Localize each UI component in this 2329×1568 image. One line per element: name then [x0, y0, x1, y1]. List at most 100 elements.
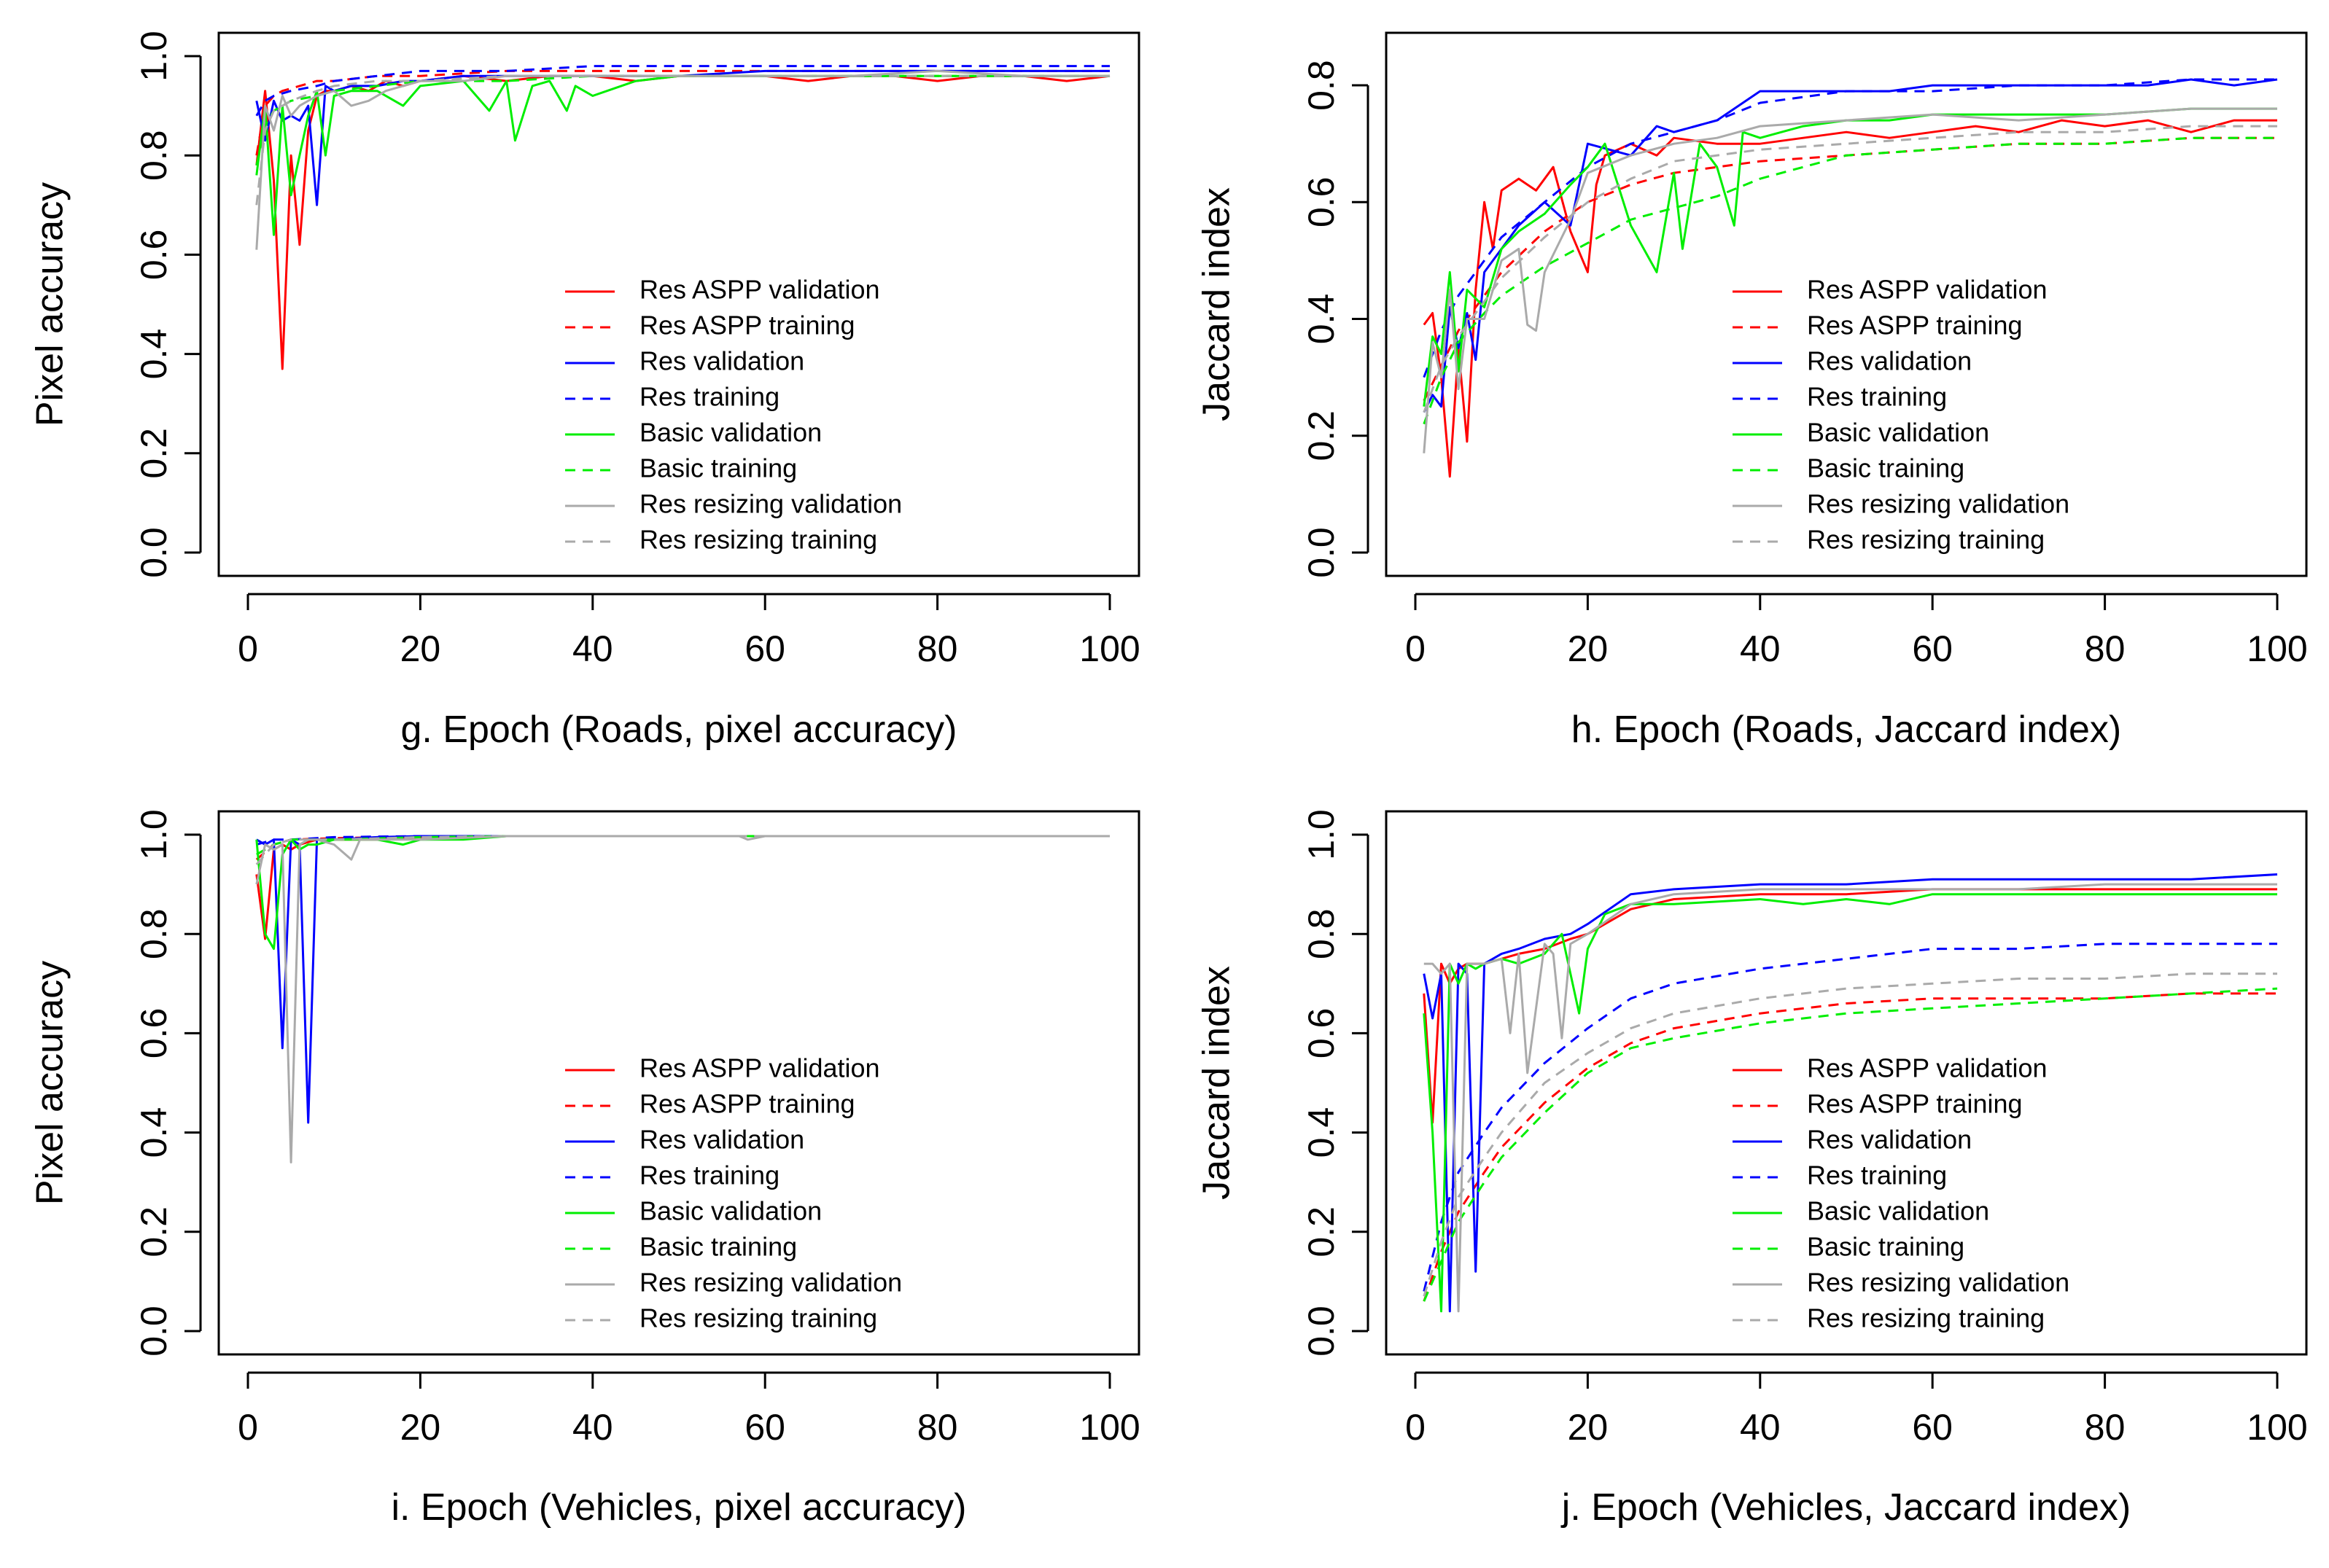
legend-entry-j: Res validation [1807, 1125, 1972, 1155]
legend-entry-g: Res resizing validation [639, 489, 902, 519]
x-tick-label-h: 100 [2247, 628, 2307, 669]
series-line-h-2 [1423, 78, 2278, 413]
legend-entry-h: Res ASPP validation [1807, 275, 2048, 305]
series-line-i-5 [256, 835, 1110, 856]
legend-entry-h: Res resizing training [1807, 525, 2045, 555]
plot-frame-j [1385, 810, 2308, 1356]
y-tick-label-j: 0.2 [1301, 1206, 1342, 1257]
series-line-i-4 [255, 835, 1110, 951]
x-tick-label-j: 20 [1568, 1407, 1609, 1448]
x-axis-label-h: h. Epoch (Roads, Jaccard index) [1571, 709, 2121, 751]
x-tick-label-h: 20 [1568, 628, 1609, 669]
y-tick-label-g: 0.6 [133, 230, 174, 281]
legend-entry-h: Res ASPP training [1807, 311, 2023, 340]
plot-frame-g [217, 31, 1140, 577]
series-line-h-7 [1423, 125, 2277, 413]
y-tick-label-g: 0.0 [133, 527, 174, 578]
panel-j: 0 20 40 60 80 100 0.0 0.2 0.4 0.6 0.8 1.0 j. Epoch (… [1196, 809, 2308, 1529]
series-line-g-7 [255, 74, 1110, 206]
y-tick-label-i: 0.2 [133, 1206, 174, 1257]
y-tick-label-j: 1.0 [1301, 809, 1342, 860]
series-line-i-7 [255, 835, 1110, 865]
y-tick-label-j: 0.4 [1301, 1107, 1342, 1158]
x-tick-label-i: 20 [400, 1407, 441, 1448]
legend-entry-h: Res training [1807, 382, 1947, 412]
legend-entry-i: Res resizing training [639, 1303, 877, 1333]
x-tick-label-i: 60 [744, 1407, 785, 1448]
legend-entry-g: Basic training [639, 453, 797, 483]
x-tick-label-i: 80 [917, 1407, 958, 1448]
legend-entry-g: Basic validation [639, 418, 822, 448]
series-line-i-0 [255, 835, 1110, 940]
series-line-j-0 [1423, 888, 2277, 1124]
series-line-j-7 [1423, 972, 2277, 1297]
x-tick-label-j: 80 [2085, 1407, 2126, 1448]
y-tick-label-j: 0.6 [1301, 1008, 1342, 1059]
x-tick-label-i: 0 [238, 1407, 258, 1448]
y-tick-label-g: 0.4 [133, 329, 174, 380]
x-tick-label-h: 0 [1405, 628, 1426, 669]
series-group-h [1423, 78, 2278, 478]
x-tick-label-g: 100 [1079, 628, 1140, 669]
series-line-g-5 [255, 74, 1110, 166]
legend-entry-j: Res ASPP training [1807, 1089, 2023, 1119]
y-tick-label-i: 1.0 [133, 809, 174, 860]
legend-entry-j: Basic validation [1807, 1196, 1989, 1226]
legend-entry-h: Res resizing validation [1807, 489, 2069, 519]
x-tick-label-g: 60 [744, 628, 785, 669]
x-tick-label-g: 40 [572, 628, 613, 669]
y-tick-label-h: 0.0 [1301, 527, 1342, 578]
x-axis-label-j: j. Epoch (Vehicles, Jaccard index) [1560, 1486, 2131, 1529]
legend-entry-i: Res ASPP validation [639, 1053, 880, 1083]
legend-entry-j: Res training [1807, 1161, 1947, 1190]
legend-entry-i: Res training [639, 1161, 779, 1190]
y-tick-label-h: 0.8 [1301, 60, 1342, 111]
y-axis-label-g: Pixel accuracy [29, 182, 71, 426]
y-axis-label-h: Jaccard index [1196, 187, 1238, 421]
series-group-i [255, 835, 1110, 1163]
x-tick-label-h: 40 [1740, 628, 1781, 669]
x-tick-label-g: 0 [238, 628, 258, 669]
y-tick-label-j: 0.8 [1301, 908, 1342, 959]
legend-entry-g: Res validation [639, 346, 804, 376]
legend-entry-h: Basic training [1807, 453, 1964, 483]
legend-entry-j: Res resizing validation [1807, 1268, 2069, 1298]
panel-i: 0 20 40 60 80 100 0.0 0.2 0.4 0.6 0.8 1.0 i. Epoch (… [29, 809, 1140, 1529]
y-tick-label-i: 0.0 [133, 1306, 174, 1357]
x-tick-label-i: 100 [1079, 1407, 1140, 1448]
y-tick-label-g: 1.0 [133, 31, 174, 82]
legend-entry-g: Res resizing training [639, 525, 877, 555]
y-tick-label-i: 0.8 [133, 908, 174, 959]
legend-entry-g: Res training [639, 382, 779, 412]
series-line-j-3 [1423, 943, 2277, 1292]
y-axis-label-j: Jaccard index [1196, 966, 1238, 1200]
series-line-g-3 [255, 65, 1110, 117]
panel-g: 0 20 40 60 80 100 0.0 0.2 0.4 0.6 0.8 1.0 g. Epoch (… [29, 31, 1140, 751]
series-line-j-6 [1423, 883, 2277, 1313]
x-tick-label-j: 100 [2247, 1407, 2307, 1448]
legend-entry-g: Res ASPP training [639, 311, 855, 340]
legend-entry-j: Res ASPP validation [1807, 1053, 2048, 1083]
x-tick-label-h: 60 [1912, 628, 1953, 669]
legend-entry-i: Res ASPP training [639, 1089, 855, 1119]
x-tick-label-j: 60 [1912, 1407, 1953, 1448]
x-axis-label-g: g. Epoch (Roads, pixel accuracy) [400, 709, 957, 751]
y-tick-label-g: 0.8 [133, 130, 174, 181]
legend-entry-g: Res ASPP validation [639, 275, 880, 305]
plot-frame-i [217, 810, 1140, 1356]
x-tick-label-h: 80 [2085, 628, 2126, 669]
y-tick-label-i: 0.4 [133, 1107, 174, 1158]
series-line-g-4 [255, 74, 1110, 236]
legend-entry-i: Basic training [639, 1232, 797, 1262]
legend-entry-j: Basic training [1807, 1232, 1964, 1262]
x-tick-label-j: 40 [1740, 1407, 1781, 1448]
series-group-g [255, 65, 1111, 370]
y-axis-label-i: Pixel accuracy [29, 961, 71, 1205]
legend-entry-h: Basic validation [1807, 418, 1989, 448]
legend-entry-i: Res validation [639, 1125, 804, 1155]
legend-entry-h: Res validation [1807, 346, 1972, 376]
series-line-g-6 [255, 69, 1110, 250]
legend-entry-i: Basic validation [639, 1196, 822, 1226]
x-tick-label-i: 40 [572, 1407, 613, 1448]
